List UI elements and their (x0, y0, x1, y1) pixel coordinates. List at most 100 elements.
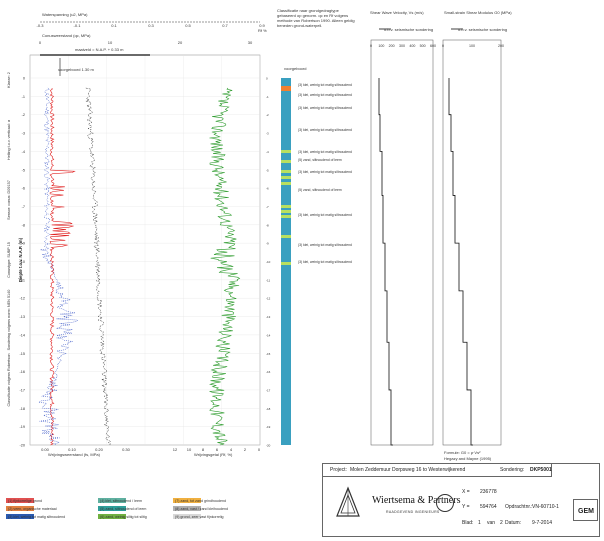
class-depth-tick: -19 (266, 425, 271, 429)
depth-tick-label: -18 (20, 407, 26, 411)
company-sub: RAADGEVEND INGENIEURS (386, 510, 440, 514)
rf-bottom-label: Wrijvingsgetal (Rf, %) (194, 452, 233, 457)
gem-label: GEM (578, 508, 594, 515)
class-depth-tick: -6 (266, 187, 269, 191)
pore-pressure-trace (85, 87, 112, 446)
class-depth-tick: -5 (266, 168, 269, 172)
depth-tick-label: -10 (20, 260, 26, 264)
classification-label: (3) klei, weinig tot matig siltnoudend (298, 213, 352, 217)
rf-tick: 0 (258, 447, 261, 452)
classification-label: (3) klei, weinig tot matig siltnoudend (298, 170, 352, 174)
class-depth-tick: -12 (266, 297, 271, 301)
fs-tick: 0.30 (122, 447, 131, 452)
fs-tick: 0.00 (41, 447, 50, 452)
shear-modulus-frame (442, 39, 502, 446)
classification-label: (5) zand, siltnoudend of leem (298, 188, 342, 192)
classification-label: (3) klei, weinig tot matig siltnoudend (298, 150, 352, 154)
class-bar (281, 78, 291, 445)
shear-wave-tick: 0 (370, 44, 372, 48)
project-label: Project: (330, 467, 347, 473)
classification-label: (3) klei, weinig tot matig siltnoudend (298, 106, 352, 110)
shear-wave-tick: 100 (378, 44, 384, 48)
depth-tick-label: -9 (22, 242, 25, 246)
class-depth-tick: -9 (266, 242, 269, 246)
cpt-svg: 0-1-2-3-4-5-6-7-8-9-10-11-12-13-14-15-16… (7, 21, 266, 452)
logo-icon (336, 486, 360, 517)
water-pressure-tick: 0.9 (259, 23, 265, 28)
rf-tick: 2 (244, 447, 247, 452)
depth-tick-label: -4 (22, 150, 25, 154)
class-depth-tick: -1 (266, 95, 269, 99)
class-band-sand (281, 262, 291, 265)
water-pressure-tick: 0.1 (111, 23, 117, 28)
side-label: Classificatie volgens Robertson (7, 354, 11, 407)
shear-modulus-reference: Hegazy and Mayne (1995) (444, 456, 492, 461)
side-label: Conustype: SUBP 15 (7, 242, 11, 278)
class-depth-tick: -18 (266, 407, 271, 411)
depth-tick-label: -19 (20, 425, 26, 429)
shear-modulus-trace (448, 78, 473, 446)
shear-modulus-formula: Formule: G0 = ρ·Vs² (444, 450, 481, 455)
shear-wave-legend: o.b.v. seismische sondering (384, 27, 434, 32)
legend-label: (3) klei, weinig tot matig siltnoudend (8, 514, 66, 519)
shear-wave-tick: 200 (389, 44, 395, 48)
class-depth-tick: -16 (266, 370, 271, 374)
water-pressure-tick: -0.3 (37, 23, 45, 28)
cone-resistance-label: Conusweerstand (qc, MPa) (42, 33, 91, 38)
depth-tick-label: 0 (23, 77, 25, 81)
gem-badge (573, 499, 598, 521)
blad-van: van (487, 520, 496, 526)
class-band-sand (281, 210, 291, 213)
shear-wave-trace (378, 78, 393, 446)
depth-axis-label: Diepte t.o.v. N.A.P. (m) (18, 237, 23, 282)
rf-axis-label: Rf % (258, 28, 267, 33)
class-band-sand (281, 150, 291, 153)
class-band-sand (281, 176, 291, 179)
cone-resistance-tick: 20 (178, 40, 183, 45)
rf-tick: 10 (187, 447, 192, 452)
class-depth-tick: -15 (266, 352, 271, 356)
side-label: Sensor: conus: D09157 (7, 180, 11, 220)
class-depth-tick: -20 (266, 444, 271, 448)
class-depth-tick: -2 (266, 113, 269, 117)
fs-tick: 0.10 (68, 447, 77, 452)
legend-swatch (6, 506, 34, 511)
side-label: Klasse: 2 (7, 72, 11, 88)
class-band-sand (281, 205, 291, 208)
side-label: Helling t.o.v. verticaal: α (7, 119, 11, 160)
water-pressure-tick: 0.7 (222, 23, 228, 28)
class-depth-tick: 0 (266, 77, 268, 81)
classification-header: Classificatie naar grondgedragtype gebas… (277, 8, 355, 28)
class-depth-tick: -4 (266, 150, 269, 154)
class-depth-tick: -13 (266, 315, 271, 319)
water-pressure-tick: 0.3 (148, 23, 154, 28)
depth-tick-label: -17 (20, 388, 26, 392)
maaiveld-label: maaiveld = N.A.P. + 0.33 m (75, 47, 124, 52)
classification-label: (3) klei, weinig tot matig siltnoudend (298, 83, 352, 87)
depth-tick-label: -8 (22, 223, 25, 227)
depth-tick-label: -5 (22, 168, 25, 172)
rf-tick: 6 (216, 447, 219, 452)
depth-tick-label: -20 (20, 444, 26, 448)
classification-label: (5) zand, siltnoudend of leem (298, 158, 342, 162)
class-depth-tick: -10 (266, 260, 271, 264)
cone-resistance-tick: 10 (108, 40, 113, 45)
legend-label: (9) grond, zeer vast fijnkorrelig (175, 514, 224, 519)
company-logo (335, 486, 361, 520)
depth-tick-label: -2 (22, 113, 25, 117)
voorgeboord-class: voorgeboord (284, 66, 307, 71)
shear-wave-tick: 400 (409, 44, 415, 48)
class-depth-tick: -11 (266, 278, 270, 282)
datum-label: Datum: (505, 520, 522, 526)
shear-wave-tick: 600 (430, 44, 436, 48)
blad-total: 2 (500, 520, 503, 526)
depth-tick-label: -7 (22, 205, 25, 209)
shear-modulus-legend: o.b.v. seismische sondering (458, 27, 508, 32)
depth-tick-label: -3 (22, 132, 25, 136)
legend-label: (8) zand, vast / zand kleihoudend (175, 506, 228, 511)
friction-trace (38, 87, 79, 446)
cone-resistance-tick: 30 (248, 40, 253, 45)
class-band-sand (281, 182, 291, 185)
voorgeboord-label: voorgeboord 1.30 m (58, 67, 94, 72)
class-band-sand (281, 215, 291, 218)
